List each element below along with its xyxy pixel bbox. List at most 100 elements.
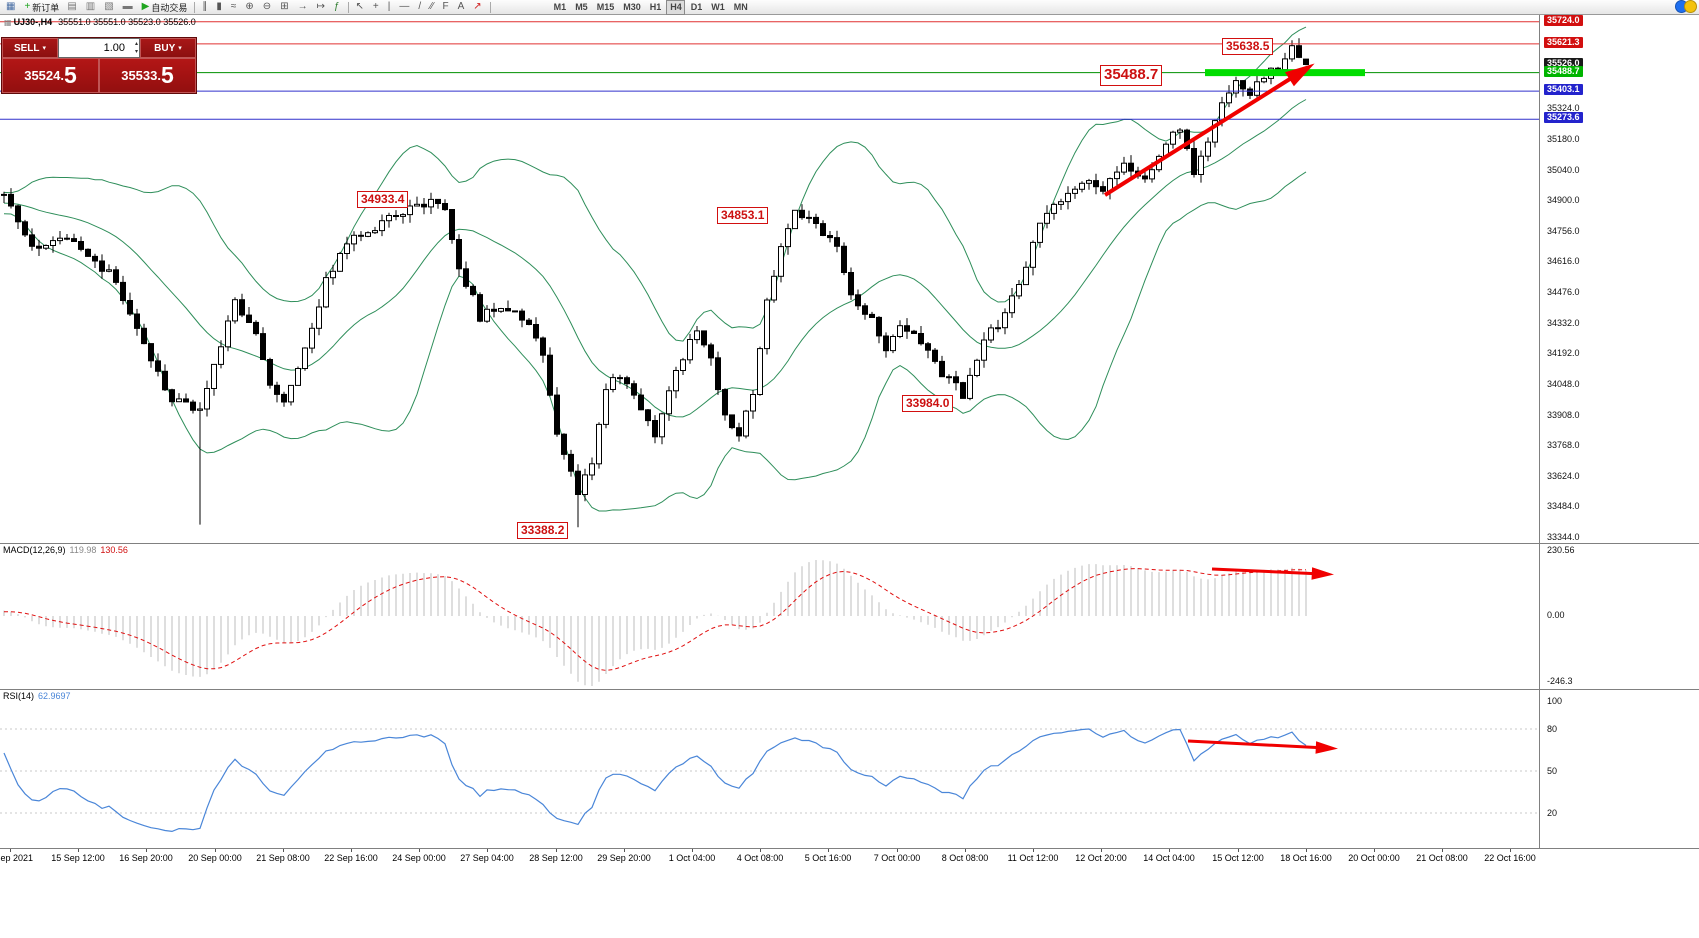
terminal-button[interactable]: ▬ — [120, 0, 137, 15]
price-badge: 35273.6 — [1544, 112, 1583, 123]
time-label: 5 Oct 16:00 — [804, 853, 852, 863]
main-toolbar: ▦ + 新订单 ▤ ▥ ▧ ▬ ▶ 自动交易 ∥ ▮ ≈ ⊕ ⊖ ⊞ → ↦ ƒ ↖ + | — / ∕∕ F A ↗ M1 M5 M15… — [0, 0, 1699, 15]
timeframe-mn[interactable]: MN — [730, 0, 751, 15]
time-tick — [419, 849, 420, 852]
data-window-button[interactable]: ▥ — [83, 0, 99, 15]
timeframe-m5[interactable]: M5 — [571, 0, 591, 15]
chevron-down-icon: ▾ — [42, 45, 47, 52]
candles — [1, 38, 1309, 528]
price-badge: 35403.1 — [1544, 84, 1583, 95]
volume-input[interactable] — [59, 39, 139, 57]
price-chart[interactable] — [0, 15, 1540, 543]
fibonacci-button[interactable]: F — [440, 0, 453, 15]
cursor-button[interactable]: ↖ — [353, 0, 368, 15]
vertical-line-button[interactable]: | — [385, 0, 395, 15]
buy-price-main: 35533. — [121, 68, 161, 83]
time-tick — [1238, 849, 1239, 852]
price-annotation[interactable]: 34933.4 — [357, 191, 409, 208]
trendline-button[interactable]: / — [415, 0, 425, 15]
timeframe-w1[interactable]: W1 — [707, 0, 728, 15]
new-chart-icon: ▦ — [6, 1, 16, 12]
line-chart-button[interactable]: ≈ — [228, 0, 241, 15]
new-chart-button[interactable]: ▦ — [3, 0, 19, 15]
overlay-badge-yellow[interactable] — [1684, 0, 1697, 13]
time-label: 1 Oct 04:00 — [668, 853, 716, 863]
trend-arrow[interactable] — [1187, 739, 1327, 750]
rsi-chart[interactable] — [0, 690, 1540, 849]
macd-panel: MACD(12,26,9) 119.98 130.56 230.56 0.00 -2… — [0, 543, 1699, 690]
auto-trading-button[interactable]: ▶ 自动交易 — [139, 0, 191, 15]
buy-price-button[interactable]: 35533. 5 — [99, 58, 196, 93]
sell-button[interactable]: SELL ▾ — [2, 38, 58, 58]
tile-windows-button[interactable]: ⊞ — [277, 0, 292, 15]
line-chart-icon: ≈ — [230, 1, 237, 12]
volume-field: ▴ ▾ — [58, 38, 140, 58]
toolbar-separator — [194, 1, 196, 13]
zoom-out-button[interactable]: ⊖ — [260, 0, 275, 15]
time-label: 20 Oct 00:00 — [1348, 853, 1400, 863]
bollinger-lower-band — [3, 171, 1307, 512]
price-annotation[interactable]: 33984.0 — [902, 395, 954, 412]
volume-increase-button[interactable]: ▴ — [134, 41, 138, 47]
sell-price-button[interactable]: 35524. 5 — [2, 58, 99, 93]
time-tick — [828, 849, 829, 852]
chart-shift-button[interactable]: ↦ — [314, 0, 329, 15]
price-annotation[interactable]: 35638.5 — [1222, 38, 1274, 55]
price-tick-label: 34476.0 — [1547, 287, 1580, 297]
trend-arrow-head — [1311, 567, 1334, 580]
bar-chart-button[interactable]: ∥ — [199, 0, 211, 15]
text-icon: A — [457, 1, 465, 12]
crosshair-button[interactable]: + — [370, 0, 383, 15]
price-tick-label: 35324.0 — [1547, 103, 1580, 113]
macd-signal-line — [4, 568, 1307, 671]
volume-decrease-button[interactable]: ▾ — [134, 49, 138, 55]
rsi-level-label: 100 — [1547, 696, 1563, 706]
trend-arrow-head — [1315, 741, 1338, 754]
auto-scroll-icon: → — [297, 1, 308, 12]
price-annotation[interactable]: 35488.7 — [1100, 65, 1163, 86]
new-order-button[interactable]: + 新订单 — [21, 0, 62, 15]
tile-windows-icon: ⊞ — [280, 1, 289, 12]
timeframe-d1[interactable]: D1 — [687, 0, 706, 15]
trend-arrow[interactable] — [1103, 70, 1303, 197]
price-badge: 35724.0 — [1544, 15, 1583, 26]
channel-button[interactable]: ∕∕ — [427, 0, 437, 15]
navigator-button[interactable]: ▧ — [101, 0, 117, 15]
candlestick-chart-icon: ▮ — [216, 1, 222, 12]
zoom-in-button[interactable]: ⊕ — [242, 0, 257, 15]
buy-button[interactable]: BUY ▾ — [140, 38, 196, 58]
price-tick-label: 35180.0 — [1547, 134, 1580, 144]
time-tick — [1374, 849, 1375, 852]
timeframe-h4[interactable]: H4 — [666, 0, 685, 15]
candlestick-chart-button[interactable]: ▮ — [213, 0, 226, 15]
macd-chart[interactable] — [0, 544, 1540, 690]
trend-arrow[interactable] — [1211, 567, 1323, 576]
text-button[interactable]: A — [455, 0, 469, 15]
timeframe-m30[interactable]: M30 — [619, 0, 644, 15]
auto-trading-icon: ▶ — [141, 1, 150, 12]
price-annotation[interactable]: 33388.2 — [517, 522, 569, 539]
market-watch-button[interactable]: ▤ — [64, 0, 80, 15]
timeframe-m5-label: M5 — [575, 2, 588, 12]
auto-scroll-button[interactable]: → — [295, 0, 312, 15]
zoom-out-icon: ⊖ — [262, 1, 272, 12]
arrows-button[interactable]: ↗ — [470, 0, 485, 15]
timeframe-m15[interactable]: M15 — [593, 0, 618, 15]
macd-signal-value: 130.56 — [100, 545, 128, 555]
timeframe-m1[interactable]: M1 — [550, 0, 570, 15]
rsi-level-label: 50 — [1547, 766, 1558, 776]
buy-price-pips: 5 — [160, 62, 174, 88]
timeframe-h1[interactable]: H1 — [646, 0, 665, 15]
price-tick-label: 33624.0 — [1547, 471, 1580, 481]
price-annotation[interactable]: 34853.1 — [717, 207, 769, 224]
one-click-trading-panel: SELL ▾ ▴ ▾ BUY ▾ 35524.5 — [1, 37, 197, 94]
time-label: 22 Oct 16:00 — [1484, 853, 1536, 863]
indicators-button[interactable]: ƒ — [331, 0, 344, 15]
time-tick — [487, 849, 488, 852]
crosshair-icon: + — [372, 1, 379, 12]
rsi-panel: RSI(14) 62.9697 100 80 50 20 — [0, 689, 1699, 849]
horizontal-line-button[interactable]: — — [396, 0, 413, 15]
time-tick — [692, 849, 693, 852]
rsi-line — [3, 728, 1307, 833]
